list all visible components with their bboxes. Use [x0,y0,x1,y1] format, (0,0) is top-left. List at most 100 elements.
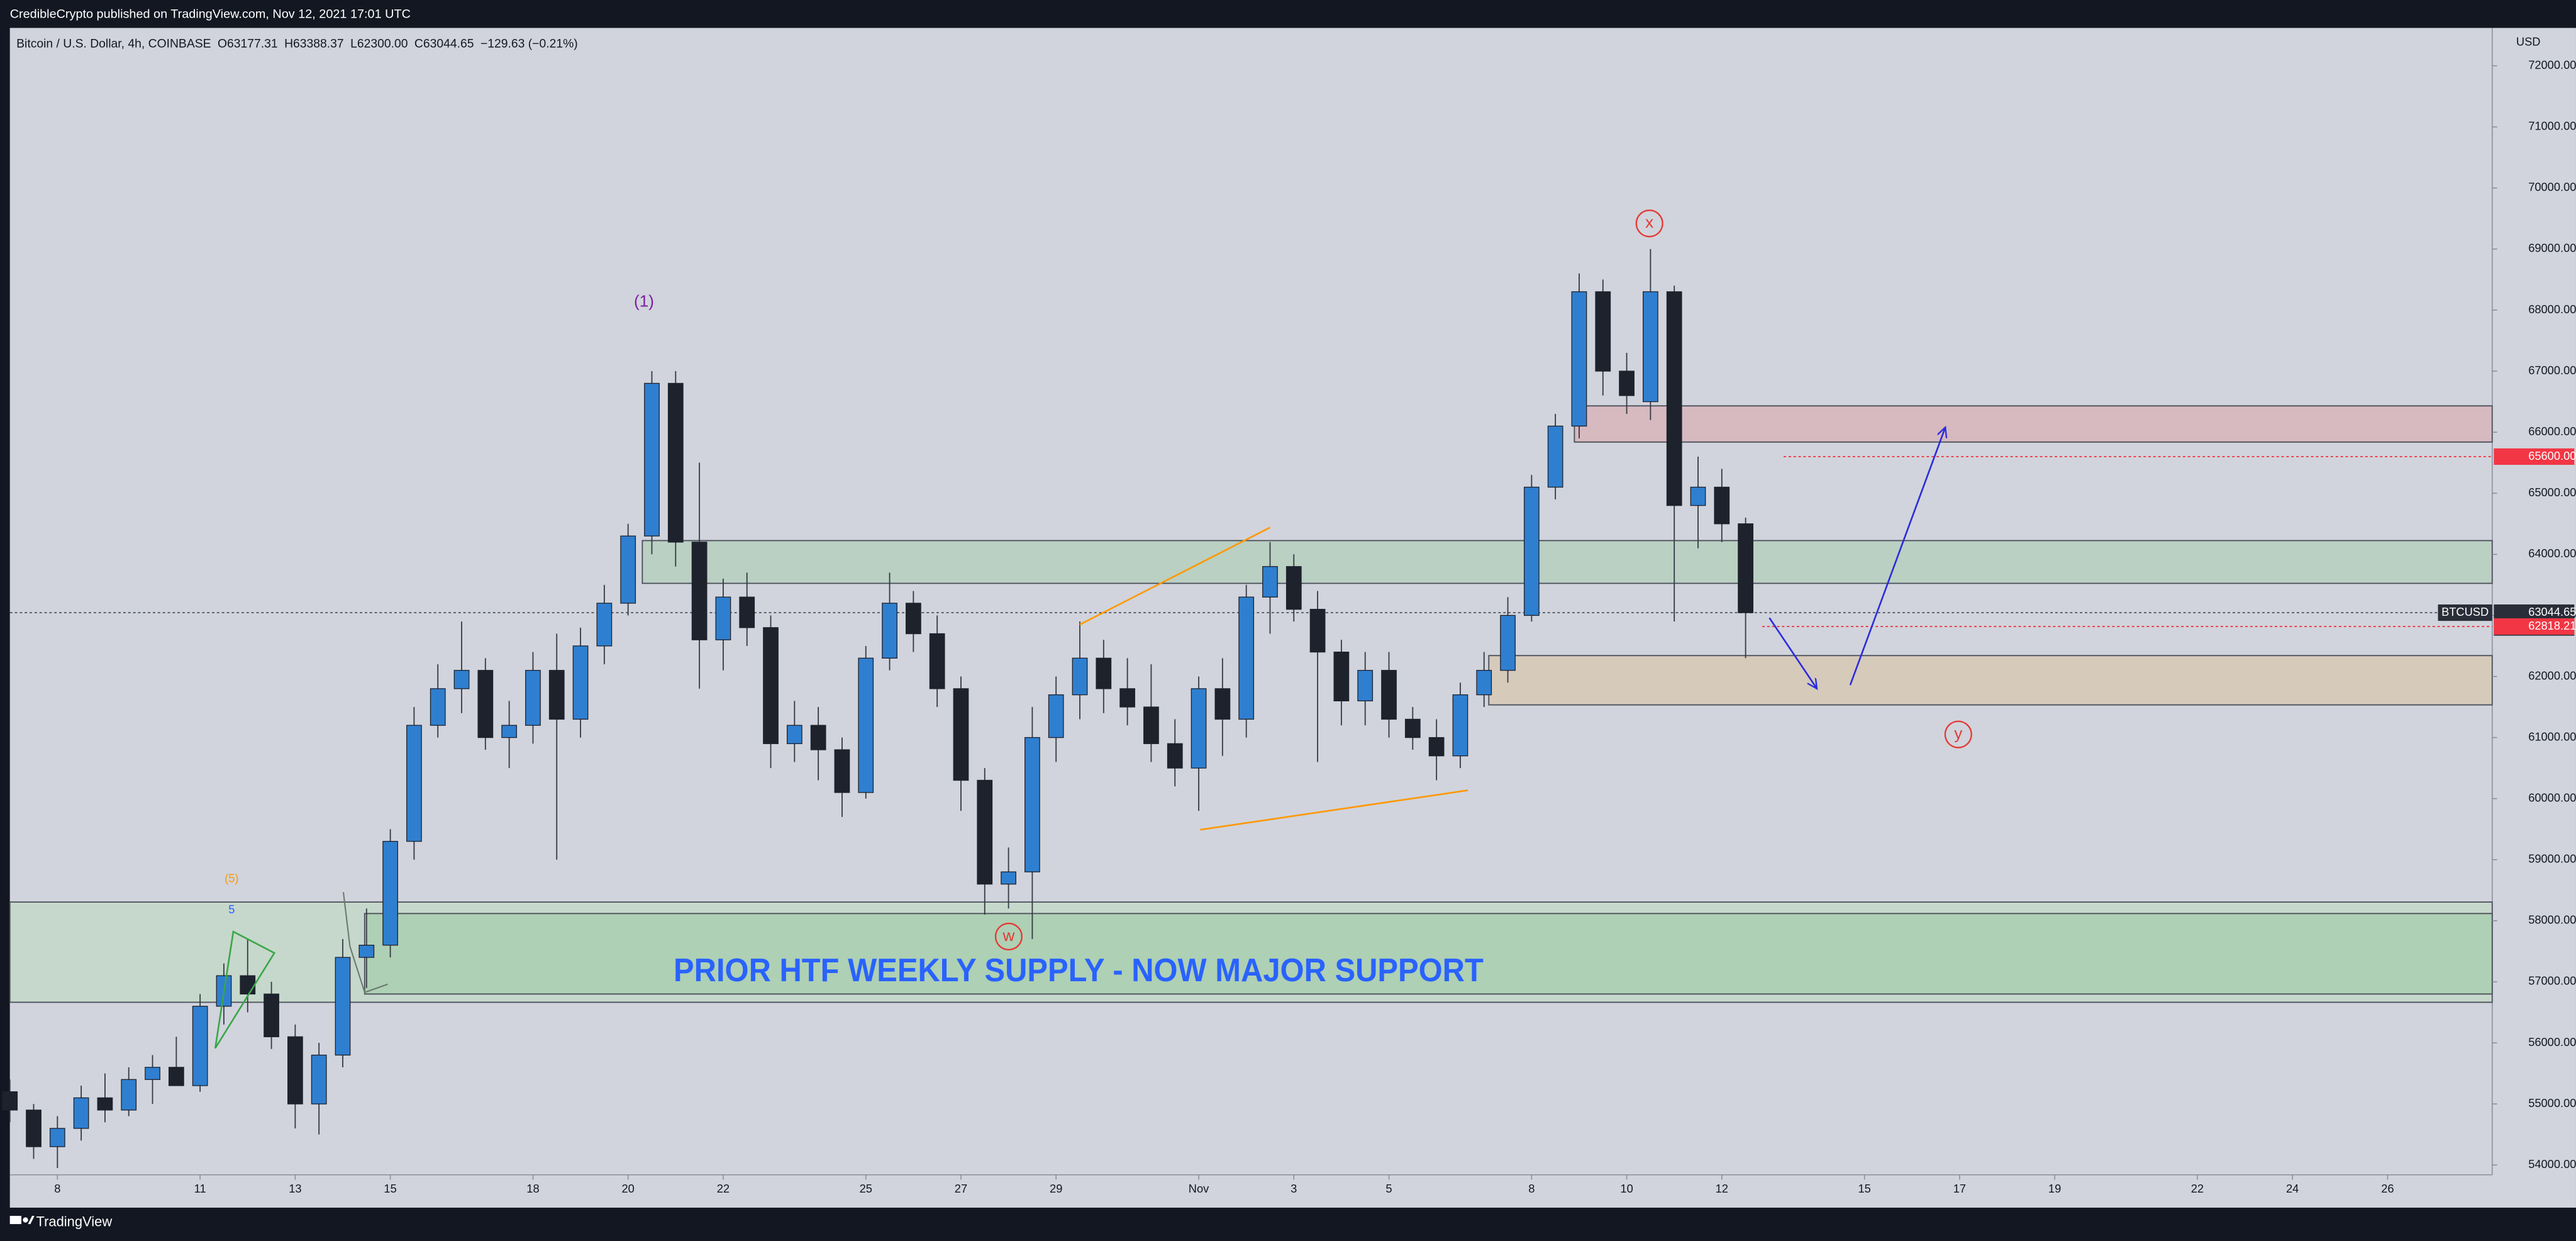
candle-body [1666,291,1682,506]
price-tag-label: 63044.65 [2528,605,2576,618]
candle-body [430,688,446,726]
pattern-drawing [342,892,388,994]
chart-background [9,28,2576,1208]
candle-body [145,1067,160,1080]
projection-arrow [1768,617,1817,689]
candle-body [858,657,874,793]
candle-body [1167,743,1183,769]
y-tick-label: 56000.00 [2528,1035,2576,1049]
y-tick-label: 66000.00 [2528,425,2576,438]
candle-body [1523,486,1540,616]
zone [1574,405,2493,443]
candle-body [644,382,660,537]
projection-arrow [1849,427,1945,686]
wave-label: (5) [225,871,238,884]
candle-body [596,603,613,647]
candle-body [739,596,755,628]
legend-value: L62300.00 [350,38,408,51]
candle-body [1643,291,1658,403]
candle-body [2,1091,18,1111]
x-tick-label: 22 [2191,1182,2204,1195]
wave-circle [1944,720,1972,748]
candle-body [382,840,398,946]
candle-body [97,1097,113,1111]
y-tick-label: 67000.00 [2528,364,2576,377]
legend: Bitcoin / U.S. Dollar, 4h, COINBASE O6317… [16,38,578,51]
x-tick-label: 12 [1716,1182,1728,1195]
candle-body [715,596,731,640]
candle-body [1001,871,1016,885]
candle-body [121,1079,137,1111]
price-tag [2494,448,2575,465]
candle-body [49,1128,65,1147]
candle-body [810,725,826,750]
candle-body [1738,523,1753,613]
x-tick-label: 20 [622,1182,635,1195]
candle-body [548,670,565,720]
candle-body [667,382,684,543]
triangle-drawing [214,930,276,1049]
price-tag-label: 65600.00 [2528,449,2576,462]
price-tag [2494,618,2575,635]
candle-body [525,670,541,726]
wave-label: w [1002,926,1014,945]
candle-body [1143,706,1159,744]
logo-mark [9,1216,21,1225]
x-tick-label: 3 [1291,1182,1297,1195]
candle-body [1333,651,1350,701]
wave-circle [1635,209,1663,238]
wave-circle [994,922,1023,951]
candle-body [73,1097,89,1129]
y-tick-label: 62000.00 [2528,669,2576,682]
candle-body [1262,566,1278,598]
x-tick-label: 24 [2286,1182,2299,1195]
y-tick-label: 72000.00 [2528,58,2576,71]
candle-body [501,725,518,738]
y-tick-label: 58000.00 [2528,913,2576,927]
x-tick-label: 26 [2381,1182,2394,1195]
x-tick-label: 11 [194,1182,206,1195]
symbol-tag [2438,604,2492,621]
x-tick-label: 15 [384,1182,396,1195]
legend-value: C63044.65 [414,38,474,51]
candle-body [1404,718,1421,738]
candle-body [453,670,470,689]
y-tick-label: 55000.00 [2528,1096,2576,1110]
candle-body [1428,737,1445,757]
x-tick-label: 25 [860,1182,872,1195]
candle-body [358,945,375,958]
x-tick-label: 15 [1858,1182,1870,1195]
candle-body [240,975,256,994]
footer-brand: TradingView [36,1213,112,1229]
zone [641,540,2493,584]
y-tick-label: 57000.00 [2528,974,2576,988]
candle-body [311,1054,327,1105]
y-tick-label: 68000.00 [2528,303,2576,316]
candle-body [905,603,921,635]
x-tick-label: 8 [1528,1182,1535,1195]
y-tick-label: 70000.00 [2528,181,2576,194]
candle-body [1357,670,1374,701]
candle-body [1024,737,1040,872]
candle-body [1547,425,1563,488]
candle-body [977,779,993,885]
candle-body [192,1006,208,1086]
candle-body [1595,291,1611,372]
candle-body [1096,657,1112,689]
currency-label: USD [2516,35,2541,48]
logo-mark [28,1216,35,1225]
y-tick-label: 60000.00 [2528,791,2576,804]
logo-mark [23,1217,28,1223]
x-tick-label: 5 [1385,1182,1392,1195]
candle-body [1214,688,1231,720]
candle-body [1381,670,1397,720]
candle-body [572,645,589,720]
x-tick-label: 17 [1953,1182,1966,1195]
x-tick-label: 8 [54,1182,60,1195]
candle-body [1309,609,1326,653]
y-tick-label: 64000.00 [2528,547,2576,560]
wave-label: 5 [228,903,235,916]
candle-body [335,957,351,1056]
candle-body [1571,291,1587,427]
